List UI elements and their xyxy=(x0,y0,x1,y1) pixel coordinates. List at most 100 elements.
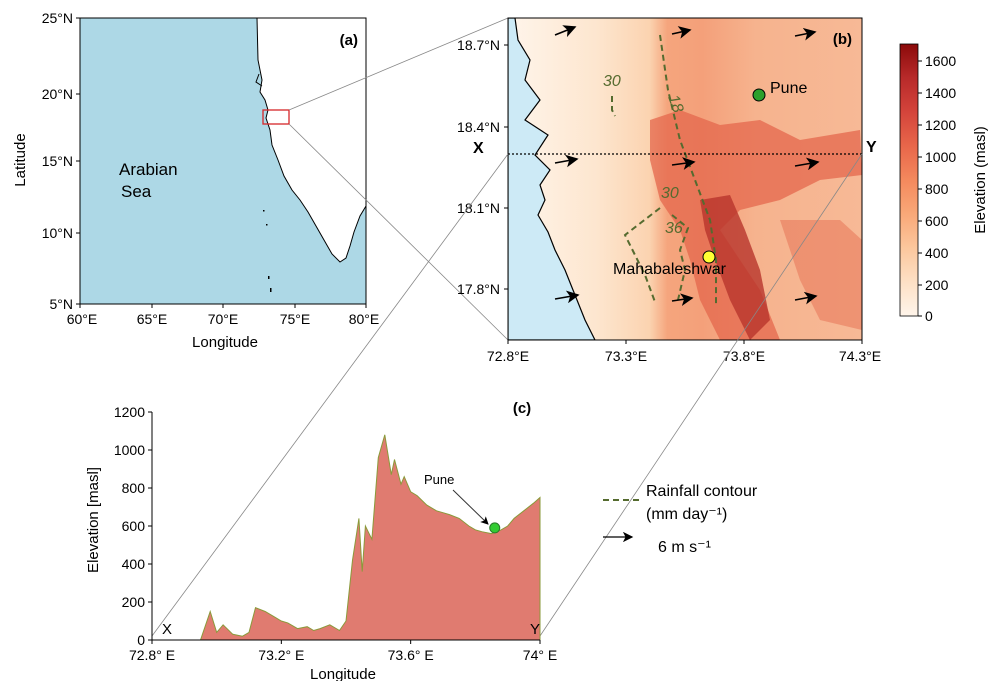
b-xtick-73.8: 73.8°E xyxy=(723,348,765,364)
b-xtick-72.8: 72.8°E xyxy=(487,348,529,364)
a-ytick-5: 5°N xyxy=(50,296,74,312)
rainfall-contours xyxy=(611,34,717,305)
maldives-dot-1 xyxy=(268,276,270,279)
b-xtick-73.3: 73.3°E xyxy=(605,348,647,364)
a-xtick-80: 80°E xyxy=(349,311,380,327)
legend-contour-line1: Rainfall contour xyxy=(646,483,758,500)
panel-a-y-ticks: 25°N 20°N 15°N 10°N 5°N xyxy=(42,10,80,312)
panel-c-label: (c) xyxy=(513,400,531,417)
pune-annotation-arrow xyxy=(452,489,489,525)
panel-b-x-ticks: 72.8°E 73.3°E 73.8°E 74.3°E xyxy=(487,340,881,364)
pune-annotation: Pune xyxy=(424,472,454,487)
pune-label: Pune xyxy=(770,80,807,97)
lakshadweep-dots xyxy=(263,210,265,212)
panel-b-map: 30 18 30 36 X Y Pune Mahabaleshwar (b) xyxy=(457,17,881,364)
colorbar: 1600 1400 1200 1000 800 600 400 200 0 El… xyxy=(899,43,989,324)
cb-tick-800: 800 xyxy=(925,181,949,197)
sea-label-line1: Arabian xyxy=(119,160,178,179)
zoom-lines-a-b xyxy=(288,17,509,341)
c-ytick-200: 200 xyxy=(122,594,146,610)
colorbar-title: Elevation (masl) xyxy=(972,126,989,234)
panel-b-frame xyxy=(507,17,863,341)
panel-a-label: (a) xyxy=(340,32,358,49)
mahabaleshwar-marker xyxy=(702,250,716,264)
panel-c-ylabel: Elevation [masl] xyxy=(85,467,102,573)
cb-tick-200: 200 xyxy=(925,277,949,293)
mahabaleshwar-label: Mahabaleshwar xyxy=(613,261,727,278)
legend: Rainfall contour (mm day⁻¹) 6 m s⁻¹ xyxy=(603,483,758,556)
panel-a-map: (a) Arabian Sea 25°N 20°N 15°N 10°N 5°N … xyxy=(12,10,379,351)
contour-label-30a: 30 xyxy=(603,73,621,90)
panel-b-label: (b) xyxy=(833,31,852,48)
c-end-label: Y xyxy=(530,621,540,638)
ridge-east xyxy=(780,220,862,330)
coast-detail xyxy=(255,73,263,87)
panel-c-chart: (c) 1200 1000 800 600 400 200 0 72.8° E 73.2° E… xyxy=(85,400,557,681)
legend-wind-label: 6 m s⁻¹ xyxy=(658,539,711,556)
cb-tick-0: 0 xyxy=(925,308,933,324)
legend-contour-line2: (mm day⁻¹) xyxy=(646,506,727,523)
a-xtick-65: 65°E xyxy=(137,311,168,327)
a-ytick-15: 15°N xyxy=(42,153,73,169)
b-ytick-18.4: 18.4°N xyxy=(457,119,500,135)
panel-c-xlabel: Longitude xyxy=(310,666,376,681)
panel-b-y-ticks: 18.7°N 18.4°N 18.1°N 17.8°N xyxy=(457,37,508,297)
panel-c-y-ticks: 1200 1000 800 600 400 200 0 xyxy=(114,404,152,648)
lakshadweep-dot-2 xyxy=(266,224,268,226)
cb-tick-1000: 1000 xyxy=(925,149,956,165)
b-xtick-74.3: 74.3°E xyxy=(839,348,881,364)
panel-a-x-ticks: 60°E 65°E 70°E 75°E 80°E xyxy=(67,304,380,327)
cb-tick-1600: 1600 xyxy=(925,53,956,69)
panel-a-ylabel: Latitude xyxy=(12,133,29,186)
cb-tick-1200: 1200 xyxy=(925,117,956,133)
zoom-lines-b-c xyxy=(151,153,863,637)
colorbar-gradient xyxy=(899,43,919,317)
b-ytick-17.8: 17.8°N xyxy=(457,281,500,297)
contour-label-30b: 30 xyxy=(661,185,679,202)
section-start-label: X xyxy=(473,140,484,157)
pune-profile-marker xyxy=(489,522,501,534)
c-xtick-74: 74° E xyxy=(523,647,557,663)
contour-30-north xyxy=(611,96,616,117)
section-end-label: Y xyxy=(866,139,877,156)
sea-label-line2: Sea xyxy=(121,182,152,201)
c-xtick-72.8: 72.8° E xyxy=(129,647,175,663)
a-xtick-70: 70°E xyxy=(208,311,239,327)
contour-18 xyxy=(659,34,717,305)
c-ytick-800: 800 xyxy=(122,480,146,496)
study-area-box xyxy=(262,109,290,125)
c-ytick-1200: 1200 xyxy=(114,404,145,420)
ridge-peak xyxy=(700,195,770,340)
c-ytick-400: 400 xyxy=(122,556,146,572)
b-ytick-18.7: 18.7°N xyxy=(457,37,500,53)
panel-a-xlabel: Longitude xyxy=(192,334,258,351)
c-ytick-0: 0 xyxy=(137,632,145,648)
c-xtick-73.2: 73.2° E xyxy=(258,647,304,663)
maldives-dot-2 xyxy=(270,288,272,292)
panel-c-x-ticks: 72.8° E 73.2° E 73.6° E 74° E xyxy=(129,640,557,663)
colorbar-ticks: 1600 1400 1200 1000 800 600 400 200 0 xyxy=(918,53,956,324)
wind-arrows xyxy=(554,25,820,306)
contour-labels: 30 18 30 36 xyxy=(603,73,686,237)
a-ytick-10: 10°N xyxy=(42,225,73,241)
cb-tick-1400: 1400 xyxy=(925,85,956,101)
b-ytick-18.1: 18.1°N xyxy=(457,200,500,216)
cb-tick-400: 400 xyxy=(925,245,949,261)
a-xtick-60: 60°E xyxy=(67,311,98,327)
contour-36 xyxy=(671,214,690,301)
c-start-label: X xyxy=(162,621,172,638)
c-xtick-73.6: 73.6° E xyxy=(388,647,434,663)
a-xtick-75: 75°E xyxy=(280,311,311,327)
pune-marker xyxy=(752,88,766,102)
c-ytick-600: 600 xyxy=(122,518,146,534)
c-ytick-1000: 1000 xyxy=(114,442,145,458)
elevation-area xyxy=(152,434,541,641)
contour-label-36: 36 xyxy=(665,220,683,237)
cb-tick-600: 600 xyxy=(925,213,949,229)
a-ytick-25: 25°N xyxy=(42,10,73,26)
sea-area xyxy=(508,18,596,340)
india-landmass xyxy=(256,18,366,263)
contour-30-south xyxy=(623,207,661,303)
a-ytick-20: 20°N xyxy=(42,86,73,102)
